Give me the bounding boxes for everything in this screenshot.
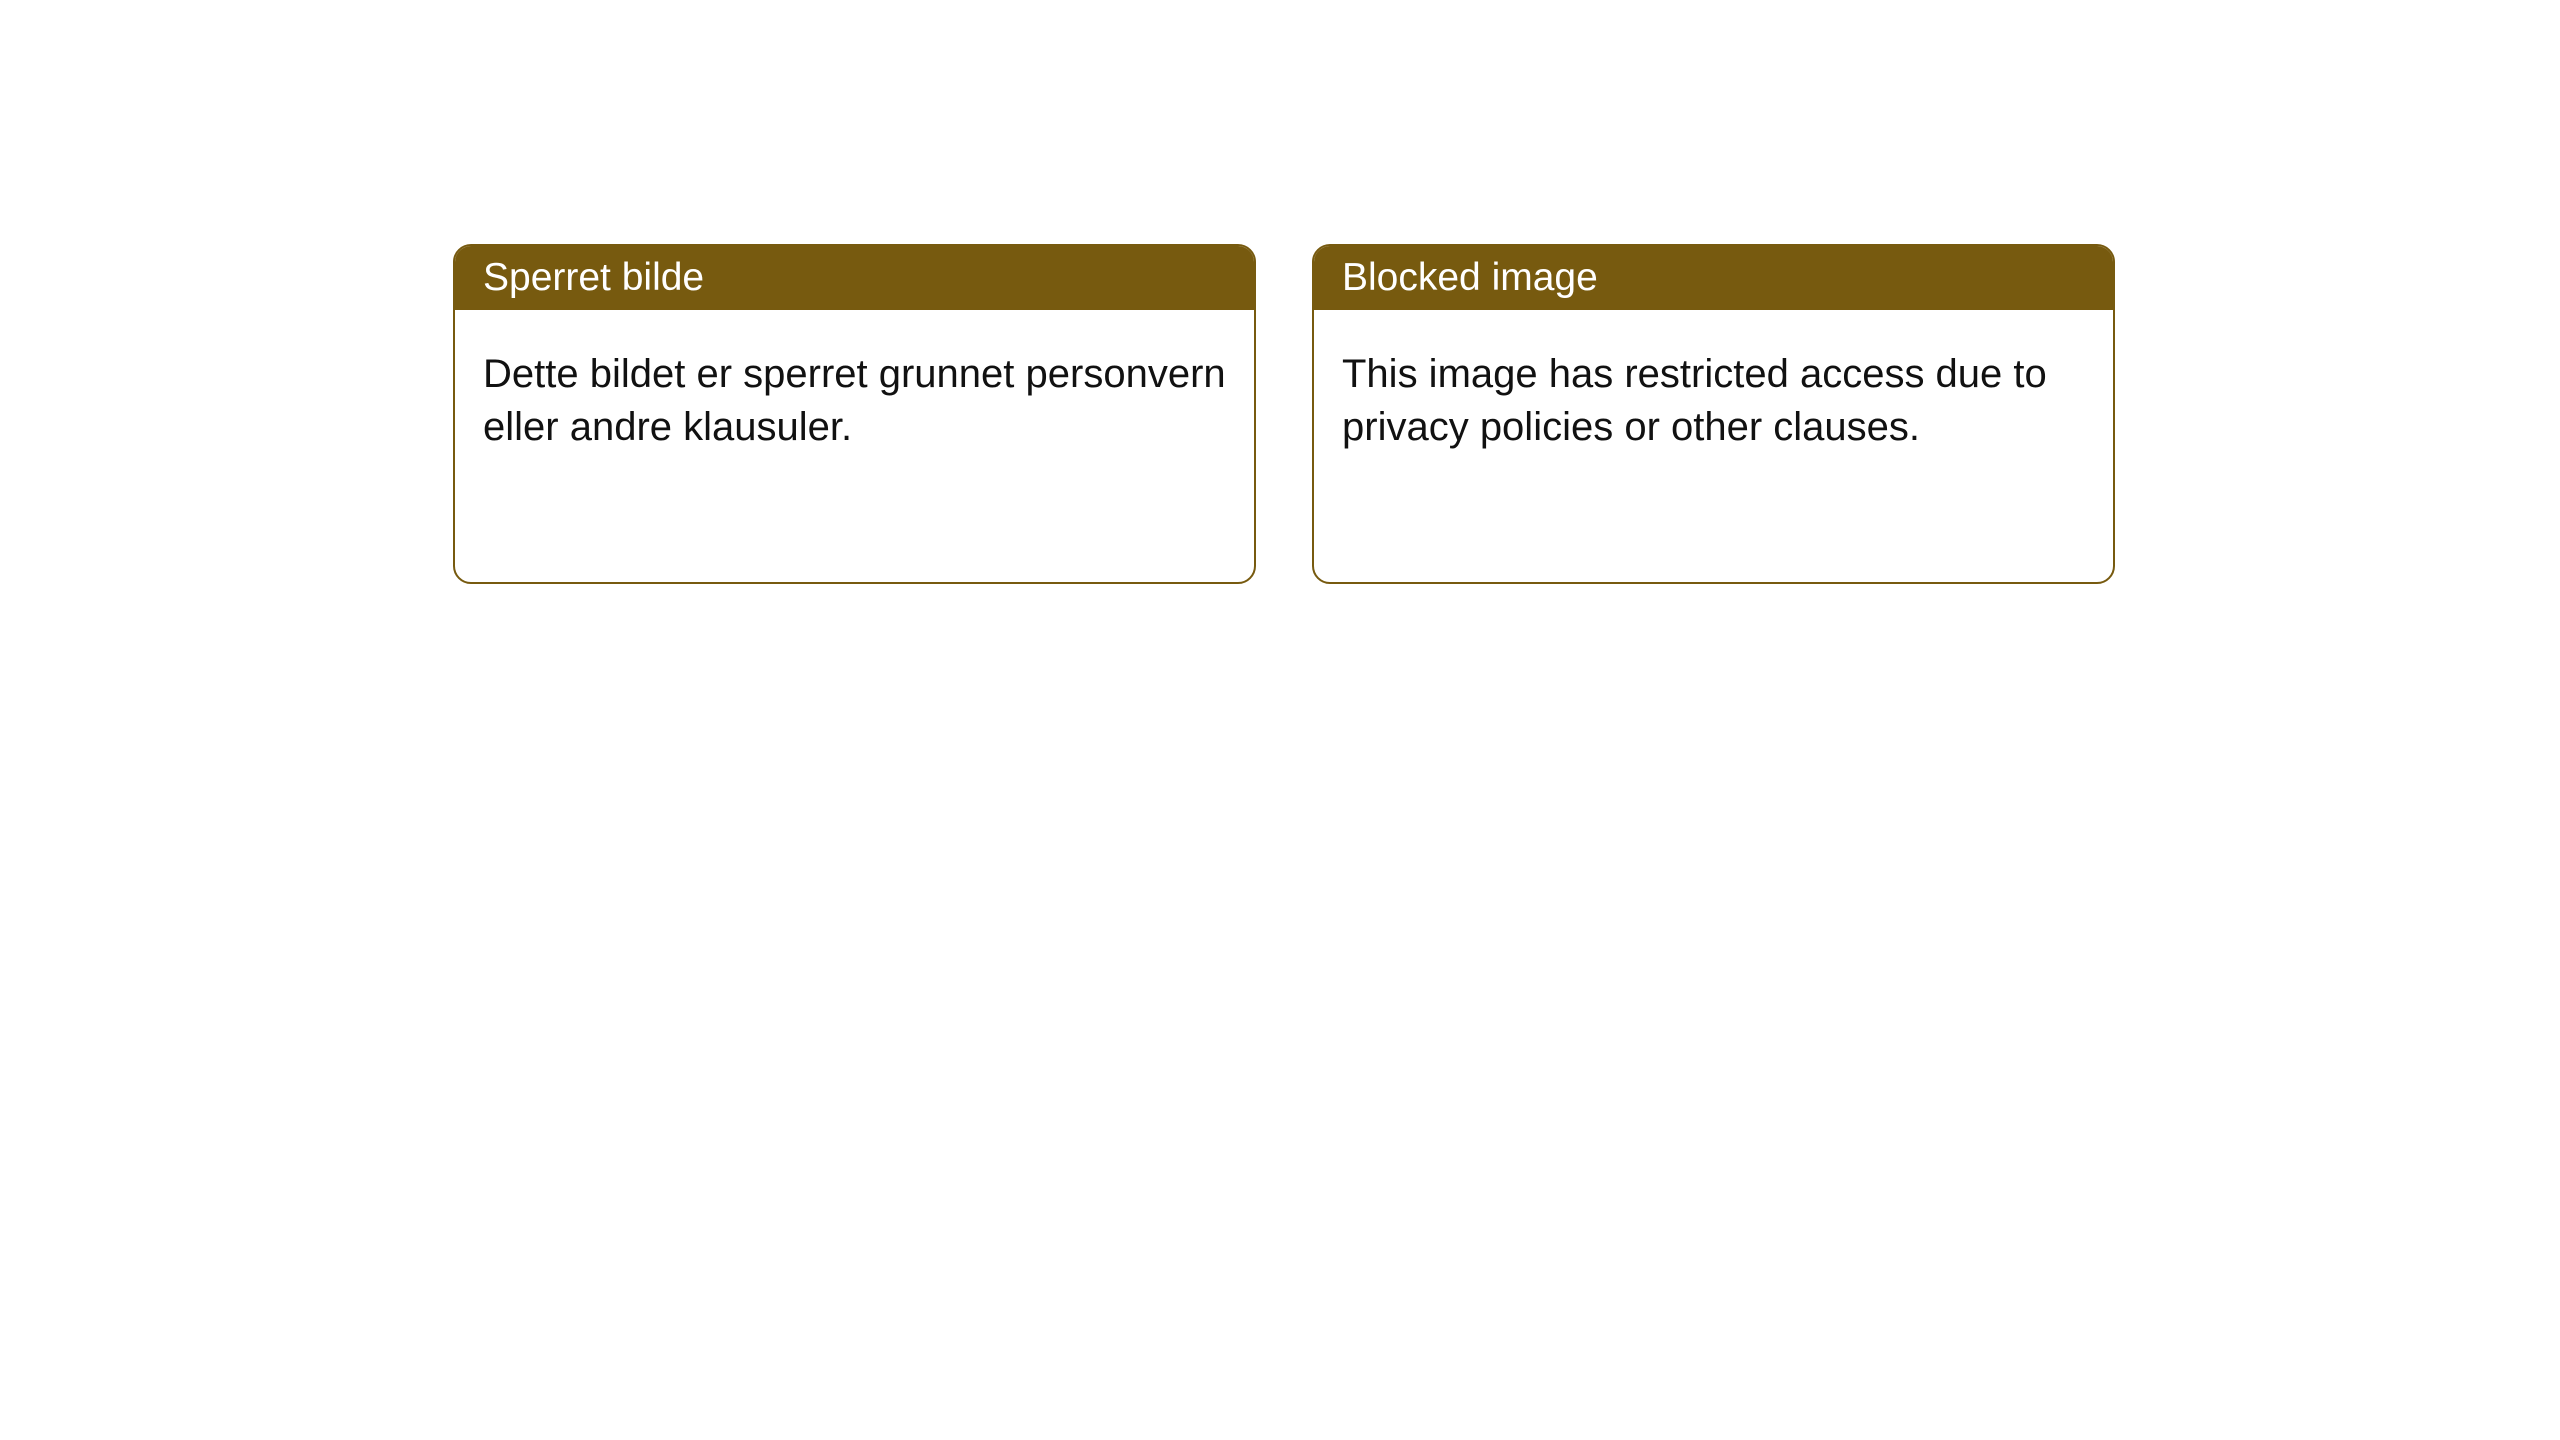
notice-card-title: Blocked image bbox=[1314, 246, 2113, 310]
notice-card-body: This image has restricted access due to … bbox=[1314, 310, 2113, 492]
notice-card-norwegian: Sperret bilde Dette bildet er sperret gr… bbox=[453, 244, 1256, 584]
notice-card-title: Sperret bilde bbox=[455, 246, 1254, 310]
notice-card-english: Blocked image This image has restricted … bbox=[1312, 244, 2115, 584]
notice-card-body: Dette bildet er sperret grunnet personve… bbox=[455, 310, 1254, 492]
notice-container: Sperret bilde Dette bildet er sperret gr… bbox=[0, 0, 2560, 584]
